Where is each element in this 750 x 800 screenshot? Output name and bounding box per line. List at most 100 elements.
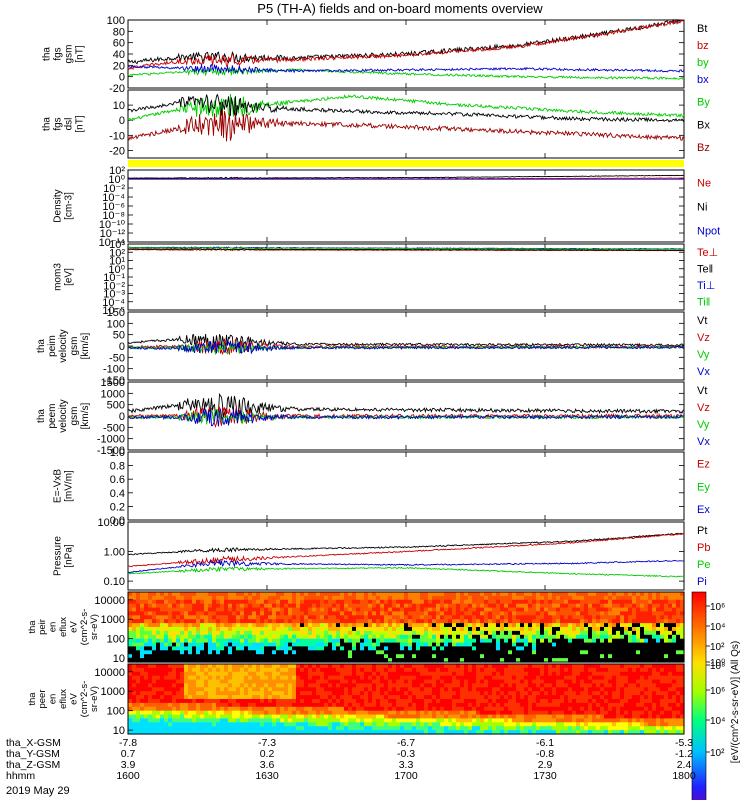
- spectrogram-cell: [268, 592, 273, 597]
- spectrogram-cell: [216, 699, 221, 704]
- spectrogram-cell: [296, 638, 301, 644]
- spectrogram-cell: [136, 710, 141, 716]
- spectrogram-cell: [672, 623, 677, 628]
- spectrogram-cell: [332, 627, 337, 632]
- spectrogram-cell: [572, 710, 577, 716]
- spectrogram-cell: [136, 607, 141, 613]
- spectrogram-cell: [420, 630, 425, 636]
- spectrogram-cell: [156, 611, 161, 616]
- spectrogram-cell: [556, 730, 561, 735]
- spectrogram-cell: [232, 702, 237, 708]
- spectrogram-cell: [512, 683, 517, 688]
- spectrogram-cell: [504, 718, 509, 723]
- spectrogram-cell: [272, 667, 277, 673]
- spectrogram-cell: [280, 706, 285, 712]
- spectrogram-cell: [332, 718, 337, 723]
- spectrogram-cell: [504, 730, 509, 735]
- spectrogram-cell: [488, 615, 493, 620]
- spectrogram-cell: [556, 679, 561, 685]
- spectrogram-cell: [252, 603, 257, 609]
- spectrogram-cell: [416, 619, 421, 624]
- spectrogram-cell: [388, 630, 393, 636]
- spectrogram-cell: [420, 638, 425, 644]
- spectrogram-cell: [156, 667, 161, 673]
- spectrogram-cell: [532, 650, 537, 655]
- spectrogram-cell: [324, 603, 329, 609]
- spectrogram-cell: [408, 687, 413, 692]
- spectrogram-cell: [584, 615, 589, 620]
- spectrogram-cell: [348, 706, 353, 712]
- spectrogram-cell: [576, 710, 581, 716]
- spectrogram-cell: [352, 599, 357, 605]
- spectrogram-cell: [256, 654, 261, 659]
- spectrogram-cell: [404, 634, 409, 640]
- spectrogram-cell: [304, 726, 309, 731]
- spectrogram-cell: [180, 630, 185, 636]
- spectrogram-cell: [532, 722, 537, 727]
- spectrogram-cell: [592, 664, 597, 669]
- spectrogram-cell: [188, 679, 193, 685]
- spectrogram-cell: [548, 695, 553, 700]
- spectrogram-cell: [636, 619, 641, 624]
- spectrogram-cell: [316, 654, 321, 659]
- spectrogram-cell: [548, 654, 553, 659]
- spectrogram-cell: [540, 675, 545, 681]
- spectrogram-cell: [260, 695, 265, 700]
- spectrogram-cell: [240, 714, 245, 720]
- spectrogram-cell: [676, 611, 681, 616]
- spectrogram-cell: [544, 702, 549, 708]
- spectrogram-cell: [232, 730, 237, 735]
- spectrogram-cell: [176, 702, 181, 708]
- spectrogram-cell: [476, 650, 481, 655]
- spectrogram-cell: [588, 683, 593, 688]
- spectrogram-cell: [424, 667, 429, 673]
- spectrogram-cell: [148, 642, 153, 648]
- spectrogram-cell: [504, 623, 509, 628]
- spectrogram-cell: [480, 654, 485, 659]
- spectrogram-cell: [220, 595, 225, 601]
- spectrogram-cell: [184, 706, 189, 712]
- spectrogram-cell: [320, 638, 325, 644]
- spectrogram-cell: [400, 702, 405, 708]
- spectrogram-cell: [520, 722, 525, 727]
- spectrogram-cell: [576, 646, 581, 651]
- spectrogram-cell: [572, 599, 577, 605]
- spectrogram-cell: [516, 630, 521, 636]
- spectrogram-cell: [128, 699, 133, 704]
- spectrogram-cell: [488, 667, 493, 673]
- spectrogram-cell: [624, 603, 629, 609]
- spectrogram-cell: [444, 615, 449, 620]
- spectrogram-cell: [132, 706, 137, 712]
- spectrogram-cell: [328, 695, 333, 700]
- spectrogram-cell: [368, 691, 373, 696]
- spectrogram-cell: [128, 664, 133, 669]
- spectrogram-cell: [336, 664, 341, 669]
- spectrogram-cell: [312, 623, 317, 628]
- spectrogram-cell: [328, 675, 333, 681]
- spectrogram-cell: [512, 730, 517, 735]
- y-tick-label: 10000: [94, 595, 125, 607]
- spectrogram-cell: [672, 658, 677, 663]
- spectrogram-cell: [484, 642, 489, 648]
- spectrogram-cell: [208, 595, 213, 601]
- panel-frame: [127, 243, 685, 311]
- spectrogram-cell: [232, 683, 237, 688]
- spectrogram-cell: [388, 595, 393, 601]
- panel-frame: [127, 451, 685, 521]
- spectrogram-cell: [592, 650, 597, 655]
- spectrogram-cell: [176, 642, 181, 648]
- spectrogram-cell: [288, 679, 293, 685]
- spectrogram-cell: [524, 642, 529, 648]
- spectrogram-cell: [508, 699, 513, 704]
- spectrogram-cell: [444, 634, 449, 640]
- spectrogram-cell: [212, 615, 217, 620]
- spectrogram-cell: [188, 611, 193, 616]
- spectrogram-cell: [368, 718, 373, 723]
- spectrogram-cell: [420, 702, 425, 708]
- spectrogram-cell: [440, 730, 445, 735]
- spectrogram-cell: [384, 675, 389, 681]
- spectrogram-cell: [132, 599, 137, 605]
- spectrogram-cell: [452, 722, 457, 727]
- spectrogram-cell: [328, 718, 333, 723]
- spectrogram-cell: [504, 630, 509, 636]
